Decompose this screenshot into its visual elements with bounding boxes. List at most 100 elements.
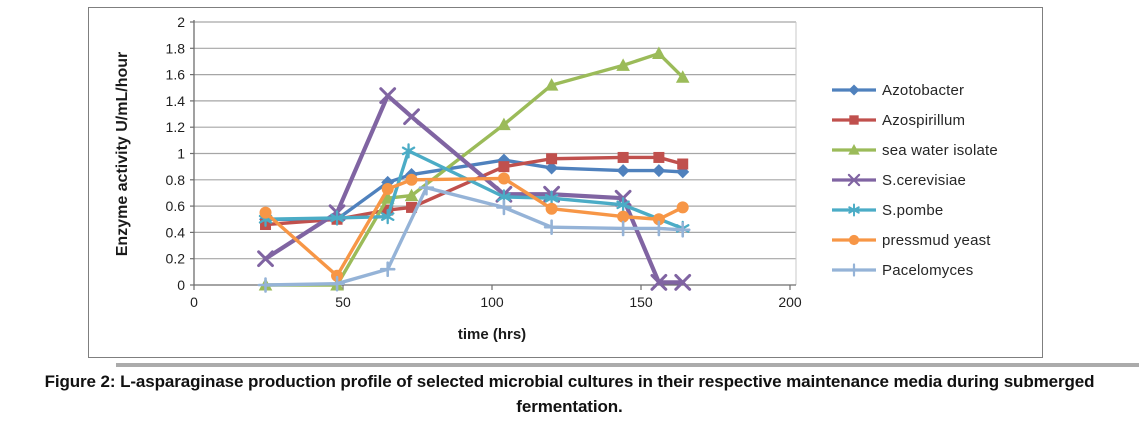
legend-label: pressmud yeast <box>882 231 991 249</box>
series-sea-water-isolate <box>258 46 690 291</box>
x-tick-label: 0 <box>190 294 198 310</box>
y-tick-label: 1 <box>177 146 185 162</box>
legend-item-pacelomyces: Pacelomyces <box>831 255 998 285</box>
legend-item-pressmud-yeast: pressmud yeast <box>831 225 998 255</box>
y-tick-label: 0 <box>177 277 185 293</box>
marker-circle <box>545 202 558 215</box>
figure-caption: Figure 2: L-asparaginase production prof… <box>0 369 1139 419</box>
y-tick-label: 0.2 <box>166 251 186 267</box>
marker-plus <box>329 275 345 292</box>
legend-item-s-cerevisiae: S.cerevisiae <box>831 165 998 195</box>
caption-line-2: fermentation. <box>516 397 623 416</box>
legend-item-sea-water-isolate: sea water isolate <box>831 135 998 165</box>
marker-asterisk <box>380 208 395 225</box>
marker-plus <box>496 199 512 216</box>
marker-asterisk <box>544 190 559 206</box>
series-line-s-pombe <box>263 149 685 231</box>
marker-x <box>403 108 420 126</box>
marker-circle <box>381 183 394 196</box>
marker-triangle <box>497 117 511 131</box>
marker-square <box>849 115 859 125</box>
marker-triangle <box>675 70 690 83</box>
legend-label: Azotobacter <box>882 81 965 99</box>
marker-circle <box>676 201 689 214</box>
legend-label: S.cerevisiae <box>882 171 967 189</box>
marker-circle <box>331 269 344 282</box>
marker-square <box>406 201 418 213</box>
y-tick-label: 1.4 <box>166 93 186 109</box>
marker-asterisk <box>616 197 630 213</box>
legend-key-azotobacter <box>832 84 876 96</box>
legend-key-s-pombe <box>832 203 876 217</box>
series-pacelomyces <box>257 179 691 293</box>
legend-item-azospirillum: Azospirillum <box>831 105 998 135</box>
marker-triangle <box>848 144 860 155</box>
marker-plus <box>674 221 691 238</box>
x-tick-label: 50 <box>335 294 351 310</box>
marker-plus <box>257 277 274 293</box>
marker-triangle <box>404 188 419 202</box>
marker-square <box>546 153 558 165</box>
y-tick-label: 0.4 <box>166 224 186 240</box>
legend-key-azospirillum <box>832 115 876 125</box>
marker-plus <box>379 261 396 278</box>
marker-circle <box>652 213 665 226</box>
y-tick-label: 1.8 <box>166 40 186 56</box>
x-tick-label: 200 <box>778 294 802 310</box>
legend-item-azotobacter: Azotobacter <box>831 75 998 105</box>
marker-circle <box>497 172 510 185</box>
marker-circle <box>259 206 272 219</box>
marker-diamond <box>545 161 559 175</box>
marker-plus <box>847 263 861 277</box>
marker-plus <box>651 220 667 237</box>
legend-item-s-pombe: S.pombe <box>831 195 998 225</box>
marker-diamond <box>848 84 860 96</box>
y-tick-label: 1.2 <box>166 119 186 135</box>
marker-plus <box>418 179 435 196</box>
y-axis-title: Enzyme activity U/mL/hour <box>114 52 131 257</box>
marker-x <box>674 273 692 291</box>
marker-plus <box>615 220 631 237</box>
marker-plus <box>543 219 560 235</box>
x-axis-title: time (hrs) <box>458 326 526 343</box>
marker-diamond <box>652 164 666 178</box>
caption-divider <box>116 363 1139 367</box>
gridlines <box>194 21 797 285</box>
legend-key-pressmud-yeast <box>832 234 876 246</box>
y-tick-label: 2 <box>177 14 185 30</box>
y-tick-label: 0.8 <box>166 172 186 188</box>
y-tick-label: 1.6 <box>166 67 186 83</box>
chart-legend: Azotobacter Azospirillum sea water isolate… <box>831 75 998 285</box>
marker-asterisk <box>848 203 860 217</box>
marker-asterisk <box>330 210 344 226</box>
legend-key-pacelomyces <box>832 263 876 277</box>
marker-square <box>653 151 665 163</box>
marker-square <box>617 151 629 163</box>
chart-frame: 0 50 100 150 200 0 0.2 0.4 0.6 0.8 1 1.2 1.4 1.6 1.8 2 … <box>88 7 1043 358</box>
legend-label: sea water isolate <box>882 141 998 159</box>
marker-x <box>379 87 397 105</box>
marker-triangle <box>652 46 666 60</box>
marker-x <box>650 273 668 291</box>
data-series <box>257 46 692 293</box>
legend-key-sea-water-isolate <box>832 144 876 155</box>
enzyme-activity-line-chart: 0 50 100 150 20000.20.40.60.811.21.41.61.82 … <box>114 14 802 343</box>
series-line-s-cerevisiae <box>263 93 685 285</box>
marker-square <box>677 158 689 170</box>
marker-circle <box>617 210 630 223</box>
marker-circle <box>848 234 860 246</box>
marker-triangle <box>616 58 630 71</box>
legend-label: S.pombe <box>882 201 944 219</box>
tick-labels: 0 50 100 150 200 0 0.2 0.4 0.6 0.8 1 1.2 1.4 1.6 1.8 2 <box>166 14 802 310</box>
marker-triangle <box>544 78 559 91</box>
marker-square <box>498 161 510 173</box>
series-pressmud-yeast <box>259 172 689 282</box>
legend-label: Azospirillum <box>882 111 966 129</box>
x-tick-label: 150 <box>629 294 653 310</box>
legend-label: Pacelomyces <box>882 261 974 279</box>
marker-x <box>847 173 861 187</box>
marker-diamond <box>616 164 630 178</box>
marker-asterisk <box>401 143 416 159</box>
caption-line-1: Figure 2: L-asparaginase production prof… <box>44 372 1095 391</box>
